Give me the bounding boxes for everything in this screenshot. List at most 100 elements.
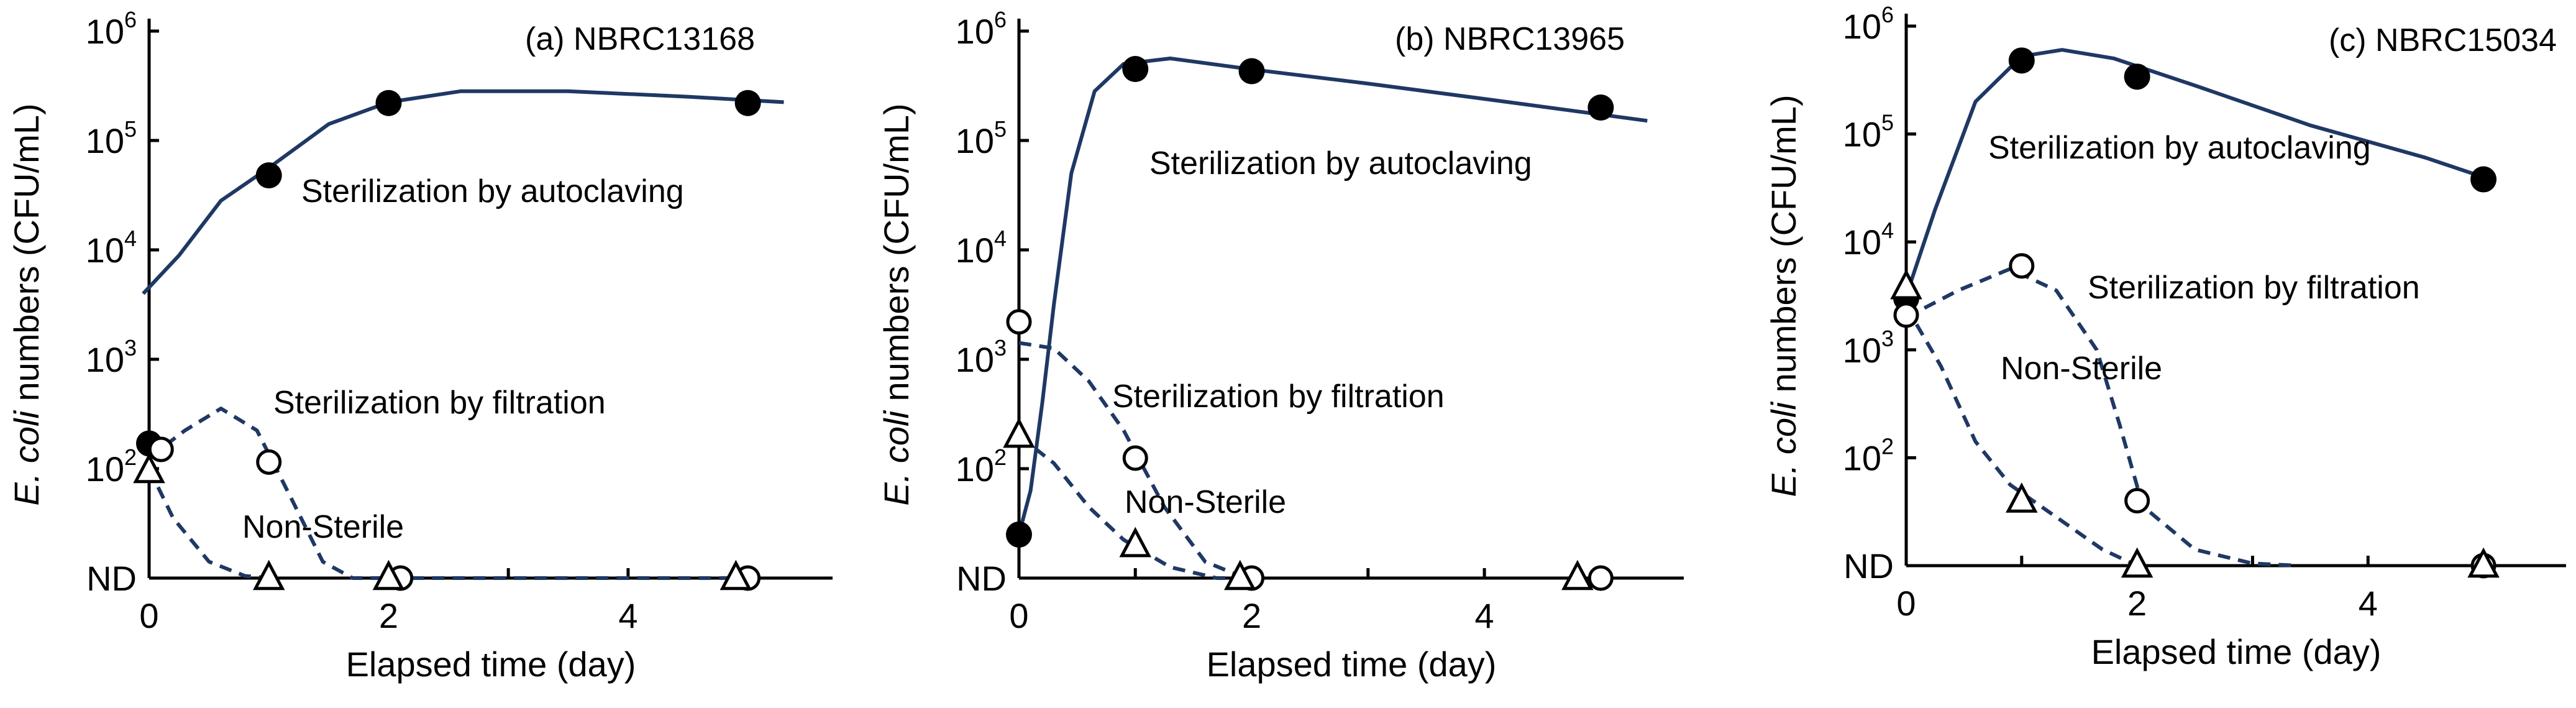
y-tick-base: 10 [1843, 115, 1881, 154]
data-point-open-triangle [2467, 547, 2500, 578]
y-axis-title-italic: E. coli [7, 410, 46, 506]
data-point-open-triangle [1561, 559, 1594, 591]
data-point-open-triangle [1003, 417, 1035, 448]
series-annotation: Sterilization by autoclaving [1149, 145, 1532, 182]
x-axis-title: Elapsed time (day) [1207, 645, 1497, 684]
y-tick-label: ND [956, 559, 1007, 598]
data-point-open-triangle [252, 559, 285, 591]
y-tick-label: 105 [956, 116, 1007, 160]
data-point-filled-circle [255, 162, 282, 189]
series-annotation: Sterilization by autoclaving [301, 173, 684, 209]
data-point-open-triangle [1890, 269, 1922, 300]
y-tick-label: 102 [1843, 433, 1894, 477]
data-point-open-circle [148, 436, 174, 462]
y-tick-base: 10 [86, 12, 124, 51]
data-point-open-circle [1122, 445, 1148, 471]
y-tick-exponent: 3 [124, 335, 137, 361]
y-tick-base: 10 [1843, 438, 1881, 477]
y-tick-label: 105 [1843, 110, 1894, 154]
y-axis-title: E. coli numbers (CFU/mL) [1764, 94, 1803, 497]
data-point-open-circle [1006, 309, 1032, 335]
data-point-filled-circle [1238, 58, 1265, 85]
y-tick-exponent: 5 [994, 116, 1007, 142]
y-tick-base: 10 [1843, 223, 1881, 262]
data-point-filled-circle [1122, 56, 1149, 83]
data-point-open-triangle [1119, 526, 1152, 558]
y-axis-title: E. coli numbers (CFU/mL) [7, 103, 46, 505]
y-tick-exponent: 2 [1881, 433, 1894, 459]
x-tick-label: 0 [1009, 596, 1028, 635]
series-annotation: Sterilization by filtration [1112, 379, 1445, 415]
y-tick-exponent: 5 [1881, 110, 1894, 136]
x-tick-label: 2 [2127, 584, 2147, 623]
y-tick-base: 10 [956, 121, 994, 160]
x-axis-title: Elapsed time (day) [2091, 632, 2382, 671]
y-tick-label: 106 [1843, 2, 1894, 46]
y-tick-exponent: 6 [994, 7, 1007, 32]
panel-title: (c) NBRC15034 [2329, 22, 2557, 58]
y-tick-base: ND [86, 559, 137, 598]
fit-curve-3 [1018, 434, 1240, 580]
y-tick-label: 104 [86, 226, 137, 270]
y-axis-title: E. coli numbers (CFU/mL) [877, 103, 916, 505]
data-point-filled-circle [1006, 521, 1032, 548]
y-tick-base: 10 [1843, 331, 1881, 370]
fit-curve-1 [1904, 48, 2485, 297]
y-tick-label: 103 [86, 335, 137, 379]
data-point-open-circle [1587, 565, 1614, 591]
fit-curve-2 [1905, 267, 2299, 568]
fit-curve-1 [1017, 57, 1648, 535]
y-tick-base: 10 [956, 340, 994, 379]
y-tick-label: 106 [956, 7, 1007, 51]
panel-title: (a) NBRC13168 [525, 21, 755, 57]
data-point-open-triangle [1224, 559, 1256, 591]
data-point-open-circle [2124, 487, 2150, 513]
y-tick-exponent: 3 [1881, 326, 1894, 351]
panel-title: (b) NBRC13965 [1395, 21, 1625, 57]
y-tick-exponent: 4 [994, 226, 1007, 251]
series-annotation: Sterilization by filtration [273, 385, 606, 421]
data-point-filled-circle [734, 90, 761, 116]
y-tick-base: ND [1843, 546, 1894, 586]
y-tick-label: 104 [1843, 218, 1894, 262]
data-point-open-triangle [372, 559, 405, 591]
data-point-filled-circle [2470, 166, 2497, 193]
y-tick-label: 103 [956, 335, 1007, 379]
data-point-open-triangle [2006, 482, 2038, 513]
y-tick-label: 103 [1843, 326, 1894, 370]
x-tick-label: 2 [379, 596, 398, 635]
data-point-open-triangle [133, 453, 165, 484]
y-tick-label: 106 [86, 7, 137, 51]
y-tick-base: 10 [86, 449, 124, 489]
data-point-filled-circle [1587, 94, 1614, 121]
y-tick-exponent: 4 [1881, 218, 1894, 243]
y-tick-label: ND [1843, 546, 1894, 586]
data-point-open-triangle [719, 559, 752, 591]
x-axis-title: Elapsed time (day) [346, 645, 636, 684]
y-tick-base: 10 [956, 231, 994, 270]
fit-curve-3 [1904, 305, 2138, 568]
y-axis-title-italic: E. coli [1764, 402, 1803, 497]
data-point-filled-circle [2124, 63, 2150, 90]
x-tick-label: 0 [139, 596, 158, 635]
y-tick-base: ND [956, 559, 1007, 598]
data-point-open-circle [256, 449, 282, 475]
y-tick-exponent: 2 [994, 444, 1007, 470]
x-tick-label: 4 [1475, 596, 1494, 635]
y-tick-base: 10 [86, 231, 124, 270]
y-axis-title-rest: numbers (CFU/mL) [877, 103, 916, 411]
series-annotation: Non-Sterile [242, 509, 404, 545]
x-tick-label: 2 [1242, 596, 1261, 635]
data-point-open-triangle [2121, 547, 2154, 578]
series-annotation: Non-Sterile [1125, 484, 1286, 520]
data-point-open-circle [1893, 302, 1919, 328]
x-tick-label: 4 [618, 596, 637, 635]
series-annotation: Non-Sterile [2001, 351, 2162, 387]
y-axis-title-italic: E. coli [877, 410, 916, 506]
y-tick-label: 102 [86, 444, 137, 489]
fit-curve-2 [148, 407, 748, 580]
